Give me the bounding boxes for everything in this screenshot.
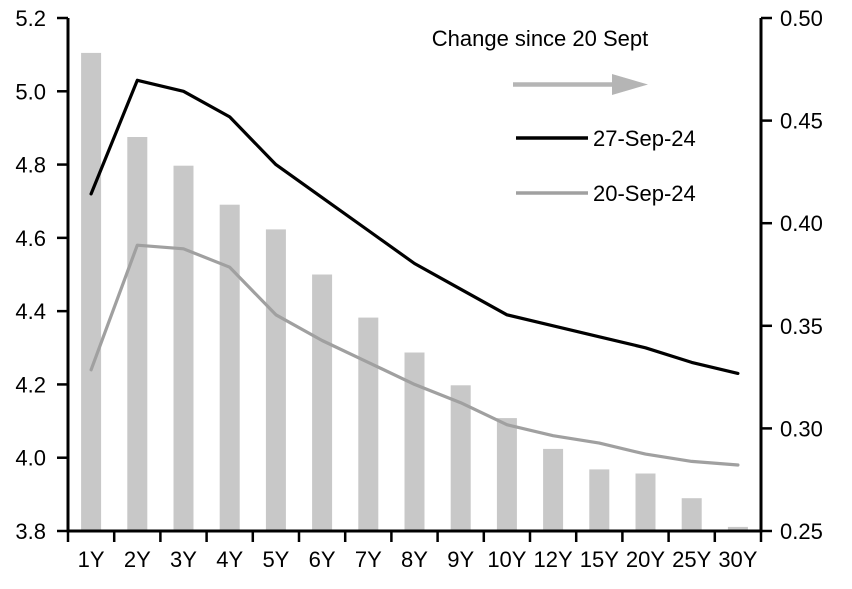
curve-lines <box>89 78 740 467</box>
left-axis-tick-label: 5.0 <box>15 79 46 104</box>
x-axis-category-label: 6Y <box>309 547 336 572</box>
right-axis-tick-label: 0.35 <box>780 314 823 339</box>
right-axis-tick-label: 0.50 <box>780 6 823 31</box>
bar-20Y <box>635 473 656 531</box>
right-axis-tick-label: 0.45 <box>780 109 823 134</box>
bars-change-since-20-sept <box>81 52 748 532</box>
x-axis-category-label: 15Y <box>580 547 619 572</box>
axes <box>57 16 772 542</box>
right-axis-tick-label: 0.40 <box>780 211 823 236</box>
x-axis-category-label: 10Y <box>487 547 526 572</box>
x-axis-category-label: 1Y <box>78 547 105 572</box>
right-arrow-icon <box>513 74 648 95</box>
right-axis-tick-label: 0.25 <box>780 519 823 544</box>
left-axis-tick-label: 4.2 <box>15 372 46 397</box>
x-axis-category-label: 5Y <box>262 547 289 572</box>
left-axis-tick-label: 5.2 <box>15 6 46 31</box>
bar-5Y <box>265 229 286 531</box>
axis-labels: 5.2 5.0 4.8 4.6 4.4 4.2 4.0 3.8 0.50 0.45 0.40 0.35… <box>15 6 822 572</box>
x-axis-category-label: 25Y <box>672 547 711 572</box>
left-axis-tick-label: 4.0 <box>15 446 46 471</box>
bar-15Y <box>589 469 610 531</box>
x-axis-category-label: 9Y <box>447 547 474 572</box>
legend-title: Change since 20 Sept <box>432 26 649 51</box>
bar-2Y <box>127 137 148 531</box>
legend-label-20-sep: 20-Sep-24 <box>593 181 696 206</box>
bar-12Y <box>543 448 564 531</box>
x-axis-category-label: 3Y <box>170 547 197 572</box>
bar-6Y <box>312 274 333 531</box>
bar-1Y <box>81 52 102 532</box>
legend-label-27-sep: 27-Sep-24 <box>593 126 696 151</box>
x-axis-category-label: 8Y <box>401 547 428 572</box>
bar-9Y <box>450 385 471 531</box>
bar-7Y <box>358 317 379 531</box>
legend: Change since 20 Sept 27-Sep-24 20-Sep-24 <box>432 26 696 206</box>
line-20-sep-24 <box>89 243 740 467</box>
right-axis-tick-label: 0.30 <box>780 416 823 441</box>
x-axis-category-label: 7Y <box>355 547 382 572</box>
x-axis-category-label: 20Y <box>626 547 665 572</box>
x-axis-category-label: 4Y <box>216 547 243 572</box>
bar-30Y <box>727 526 748 531</box>
left-axis-tick-label: 4.6 <box>15 226 46 251</box>
line-27-sep-24 <box>89 78 740 375</box>
bar-25Y <box>681 498 702 531</box>
x-axis-category-label: 2Y <box>124 547 151 572</box>
bar-10Y <box>496 418 517 531</box>
bar-4Y <box>219 204 240 531</box>
left-axis-tick-label: 3.8 <box>15 519 46 544</box>
left-axis-tick-label: 4.4 <box>15 299 46 324</box>
bar-3Y <box>173 165 194 531</box>
x-axis-category-label: 30Y <box>718 547 757 572</box>
bar-8Y <box>404 352 425 531</box>
left-axis-tick-label: 4.8 <box>15 153 46 178</box>
x-axis-category-label: 12Y <box>534 547 573 572</box>
